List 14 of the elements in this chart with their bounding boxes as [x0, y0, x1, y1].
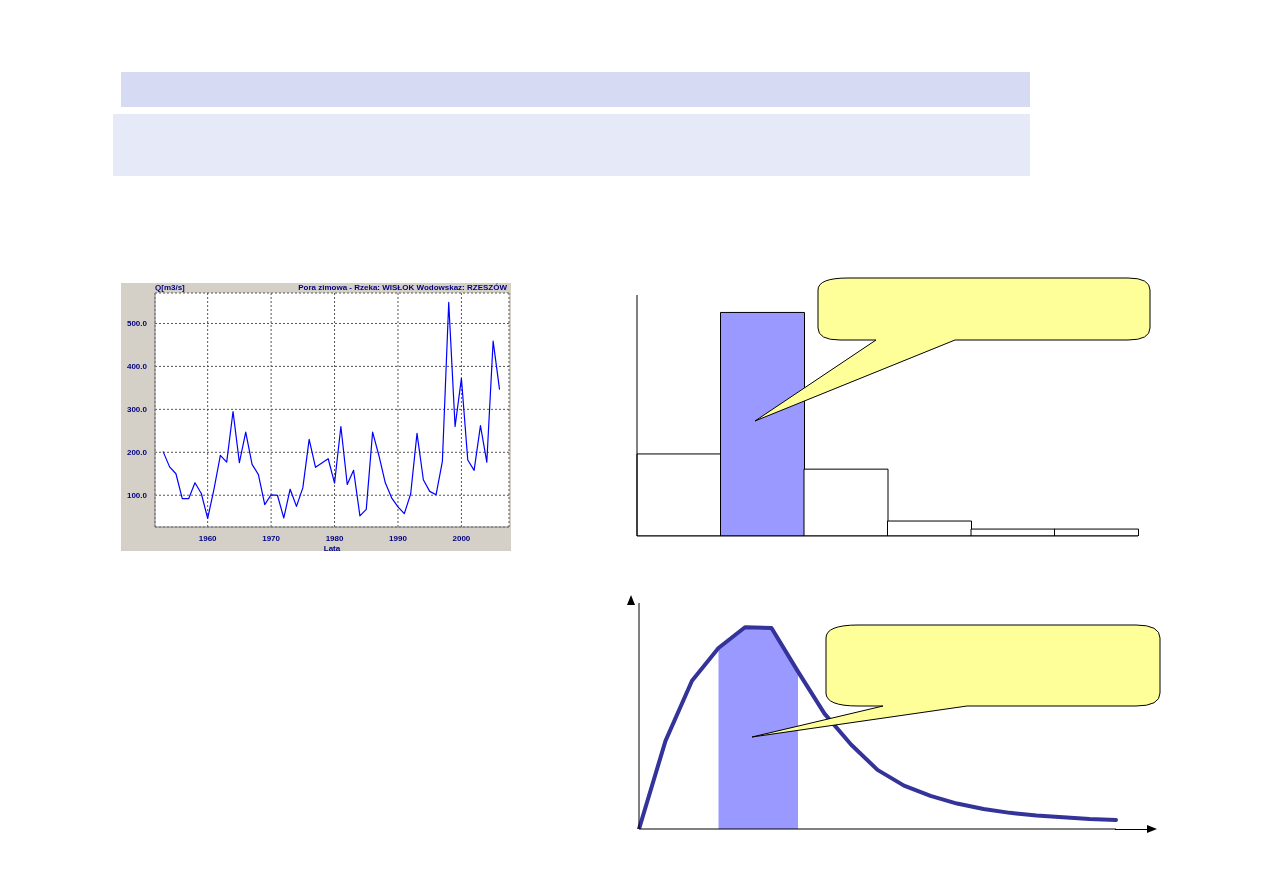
x-tick-label: 1980	[325, 533, 344, 543]
y-tick-label: 100.0	[126, 491, 148, 501]
y-tick-label: 300.0	[126, 405, 148, 415]
y-tick-label: 400.0	[126, 362, 148, 372]
y-tick-label: 200.0	[126, 448, 148, 458]
y-axis-title: Q[m3/s]	[155, 283, 185, 292]
x-tick-label: 2000	[452, 533, 471, 543]
x-tick-label: 1960	[198, 533, 218, 543]
x-axis-title: Lata	[323, 544, 341, 553]
x-tick-label: 1970	[262, 533, 281, 543]
line-series	[162, 301, 501, 520]
chart-title: Pora zimowa - Rzeka: WISŁOK Wodowskaz: RZESZÓW	[298, 283, 507, 292]
x-tick-label: 1990	[389, 533, 408, 543]
y-tick-label: 500.0	[126, 319, 148, 329]
